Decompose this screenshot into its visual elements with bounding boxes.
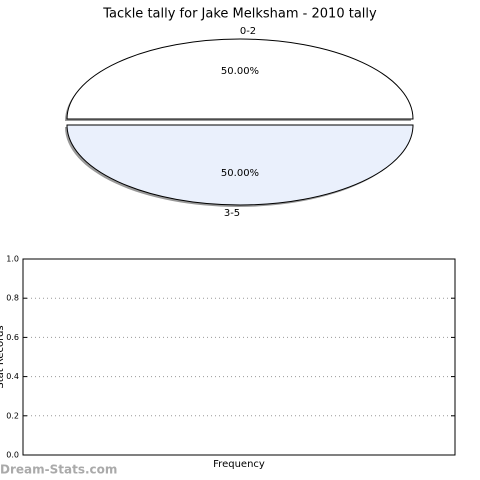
pie-slice: [66, 38, 414, 120]
plot-area: [22, 258, 456, 456]
y-axis-label: Stat Records: [0, 325, 6, 388]
slice-label: 0-2: [240, 26, 256, 37]
value-label: 50.00%: [221, 66, 259, 77]
y-tick-label: 0.6: [6, 333, 19, 342]
value-label: 50.00%: [221, 168, 259, 179]
y-tick-label: 0.0: [6, 451, 19, 460]
y-tick-label: 0.2: [6, 411, 19, 420]
y-tick-label: 0.4: [6, 372, 19, 381]
watermark: Dream-Stats.com: [0, 463, 117, 477]
chart-title: Tackle tally for Jake Melksham - 2010 ta…: [102, 7, 377, 22]
x-axis-label: Frequency: [213, 459, 265, 470]
y-tick-label: 1.0: [6, 255, 19, 264]
y-tick-label: 0.8: [6, 294, 19, 303]
pie-slice: [66, 124, 414, 206]
slice-label: 3-5: [224, 208, 240, 219]
